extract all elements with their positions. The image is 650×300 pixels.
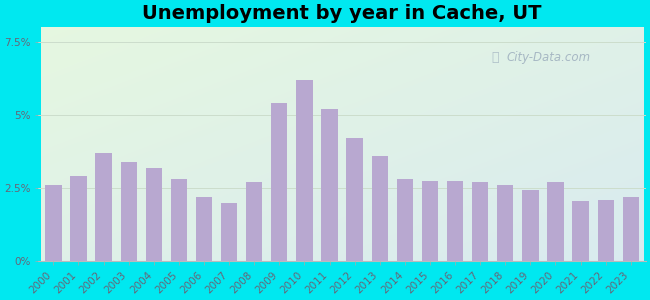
- Bar: [372, 156, 388, 261]
- Bar: [246, 182, 263, 261]
- Bar: [422, 181, 438, 261]
- Text: City-Data.com: City-Data.com: [506, 51, 590, 64]
- Bar: [623, 197, 639, 261]
- Bar: [447, 181, 463, 261]
- Bar: [472, 182, 488, 261]
- Bar: [497, 185, 514, 261]
- Bar: [547, 182, 564, 261]
- Bar: [597, 200, 614, 261]
- Bar: [146, 168, 162, 261]
- Bar: [522, 190, 538, 261]
- Bar: [296, 80, 313, 261]
- Bar: [321, 109, 338, 261]
- Bar: [221, 203, 237, 261]
- Bar: [46, 185, 62, 261]
- Bar: [96, 153, 112, 261]
- Bar: [396, 179, 413, 261]
- Bar: [346, 139, 363, 261]
- Bar: [70, 176, 86, 261]
- Title: Unemployment by year in Cache, UT: Unemployment by year in Cache, UT: [142, 4, 542, 23]
- Bar: [196, 197, 212, 261]
- Bar: [573, 201, 589, 261]
- Bar: [271, 103, 287, 261]
- Bar: [171, 179, 187, 261]
- Text: ⦿: ⦿: [491, 51, 499, 64]
- Bar: [120, 162, 137, 261]
